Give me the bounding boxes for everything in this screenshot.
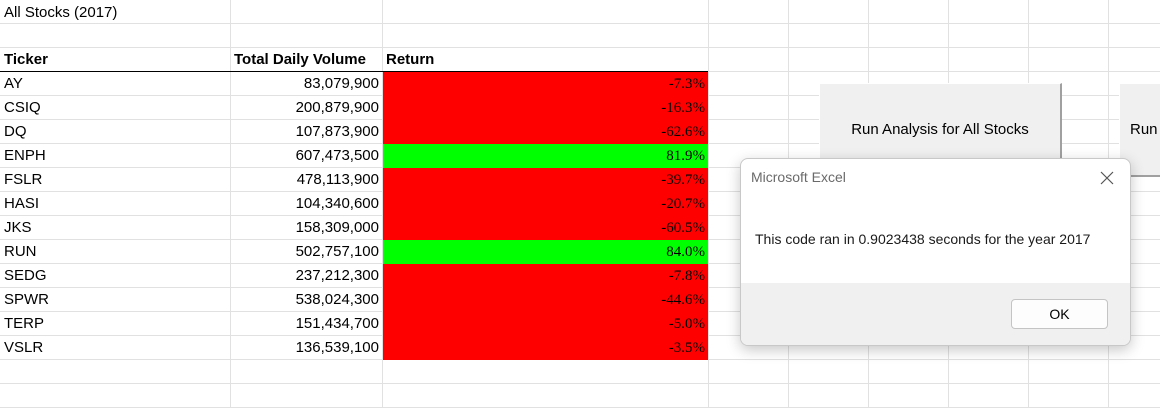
grid-row-line: [0, 23, 1160, 24]
ticker-cell[interactable]: RUN: [4, 243, 37, 260]
return-cell-fill: [383, 288, 708, 312]
return-cell-fill: [383, 192, 708, 216]
volume-cell[interactable]: 502,757,100: [295, 243, 379, 260]
ticker-cell[interactable]: TERP: [4, 315, 45, 332]
ticker-cell[interactable]: HASI: [4, 195, 40, 212]
header-return[interactable]: Return: [386, 51, 435, 68]
grid-column-line: [708, 0, 709, 407]
volume-cell[interactable]: 83,079,900: [303, 75, 379, 92]
run-partial-button[interactable]: Run: [1119, 83, 1160, 177]
ticker-cell[interactable]: JKS: [4, 219, 32, 236]
header-ticker[interactable]: Ticker: [4, 51, 48, 68]
dialog-footer: OK: [741, 283, 1130, 345]
ok-button[interactable]: OK: [1011, 299, 1108, 329]
ok-label: OK: [1049, 306, 1070, 322]
message-dialog: Microsoft Excel This code ran in 0.90234…: [740, 158, 1131, 346]
return-cell-fill: [383, 312, 708, 336]
return-cell[interactable]: -16.3%: [661, 100, 705, 116]
return-cell-fill: [383, 216, 708, 240]
ticker-cell[interactable]: SEDG: [4, 267, 47, 284]
return-cell[interactable]: -39.7%: [661, 172, 705, 188]
volume-cell[interactable]: 478,113,900: [296, 171, 379, 188]
dialog-title: Microsoft Excel: [751, 169, 846, 185]
header-volume[interactable]: Total Daily Volume: [234, 51, 366, 68]
return-cell-fill: [383, 144, 708, 168]
return-cell[interactable]: -20.7%: [661, 196, 705, 212]
return-cell[interactable]: 81.9%: [666, 148, 705, 164]
dialog-message: This code ran in 0.9023438 seconds for t…: [755, 231, 1091, 247]
return-cell[interactable]: -5.0%: [668, 316, 705, 332]
ticker-cell[interactable]: ENPH: [4, 147, 46, 164]
return-cell-fill: [383, 96, 708, 120]
volume-cell[interactable]: 607,473,500: [295, 147, 379, 164]
ticker-cell[interactable]: FSLR: [4, 171, 43, 188]
ticker-cell[interactable]: VSLR: [4, 339, 44, 356]
grid-row-line: [0, 47, 1160, 48]
return-cell[interactable]: -60.5%: [661, 220, 705, 236]
sheet-title: All Stocks (2017): [4, 4, 118, 21]
volume-cell[interactable]: 151,434,700: [295, 315, 379, 332]
return-cell-fill: [383, 336, 708, 360]
ticker-cell[interactable]: SPWR: [4, 291, 49, 308]
volume-cell[interactable]: 136,539,100: [295, 339, 379, 356]
return-cell-fill: [383, 240, 708, 264]
return-cell-fill: [383, 264, 708, 288]
header-border: [0, 71, 708, 72]
return-cell-fill: [383, 120, 708, 144]
volume-cell[interactable]: 107,873,900: [295, 123, 379, 140]
grid-column-line: [230, 0, 231, 407]
volume-cell[interactable]: 158,309,000: [295, 219, 379, 236]
return-cell-fill: [383, 168, 708, 192]
return-cell[interactable]: -62.6%: [661, 124, 705, 140]
volume-cell[interactable]: 104,340,600: [295, 195, 379, 212]
ticker-cell[interactable]: DQ: [4, 123, 27, 140]
run-partial-label: Run: [1130, 121, 1158, 138]
return-cell[interactable]: -7.3%: [668, 76, 705, 92]
ticker-cell[interactable]: AY: [4, 75, 23, 92]
volume-cell[interactable]: 200,879,900: [295, 99, 379, 116]
volume-cell[interactable]: 538,024,300: [295, 291, 379, 308]
volume-cell[interactable]: 237,212,300: [295, 267, 379, 284]
return-cell-fill: [383, 72, 708, 96]
return-cell[interactable]: -7.8%: [668, 268, 705, 284]
return-cell[interactable]: -44.6%: [661, 292, 705, 308]
run-all-stocks-label: Run Analysis for All Stocks: [851, 121, 1029, 138]
close-icon[interactable]: [1090, 163, 1124, 193]
grid-row-line: [0, 383, 1160, 384]
return-cell[interactable]: 84.0%: [666, 244, 705, 260]
grid-column-line: [382, 0, 383, 407]
return-cell[interactable]: -3.5%: [668, 340, 705, 356]
ticker-cell[interactable]: CSIQ: [4, 99, 41, 116]
